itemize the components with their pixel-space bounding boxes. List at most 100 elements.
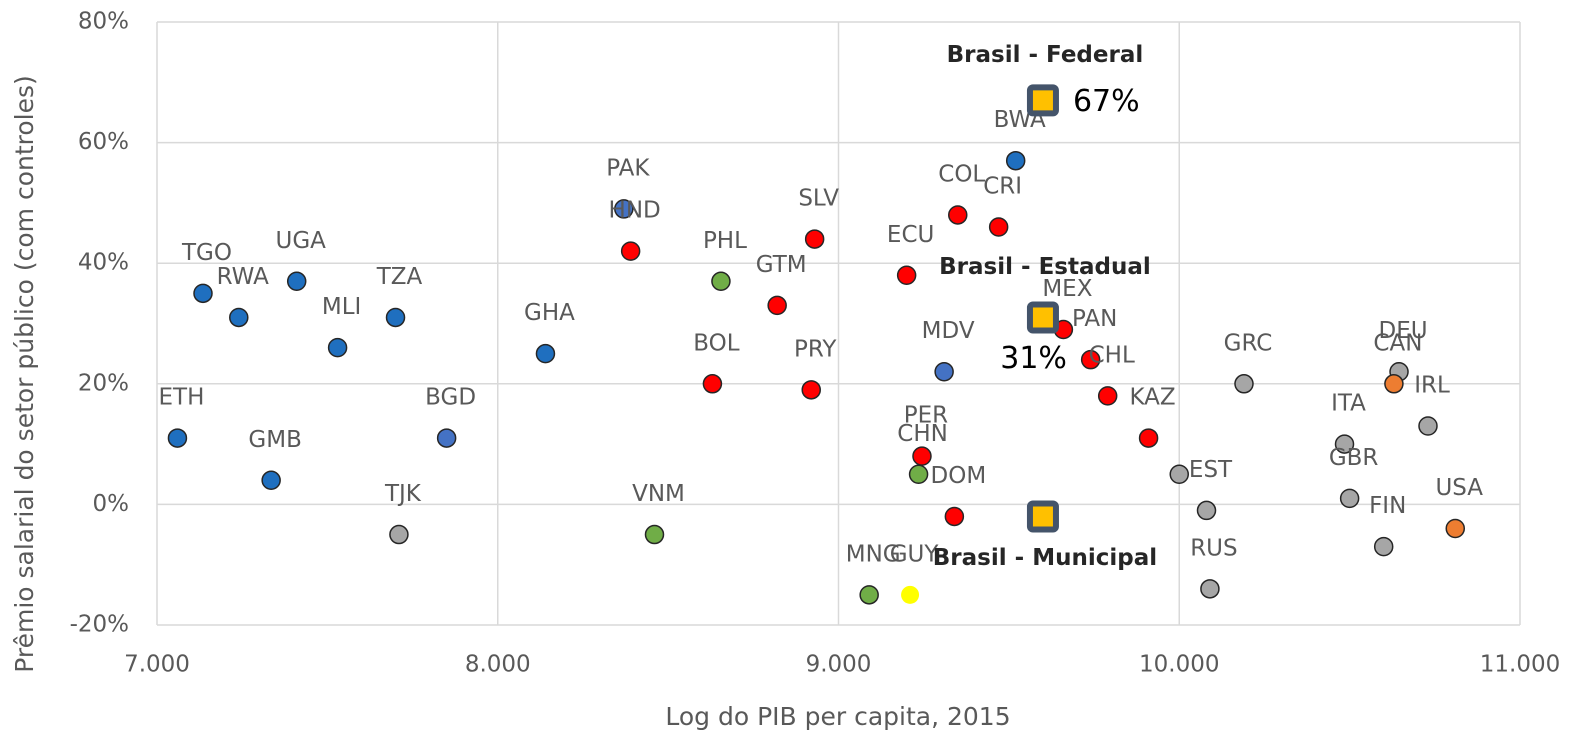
point-label: ITA [1331, 391, 1366, 417]
point-label: Brasil - Estadual [939, 254, 1151, 280]
point [389, 524, 409, 545]
point [1169, 464, 1189, 484]
point-label: UGA [276, 228, 327, 254]
point [804, 229, 825, 249]
point-label: CHN [897, 421, 948, 447]
point-label: PRY [794, 336, 837, 362]
point [767, 295, 787, 316]
point-label: EST [1189, 457, 1233, 483]
point [1005, 150, 1026, 171]
point [261, 470, 281, 491]
value-label: 67% [1073, 84, 1140, 119]
point-label: GHA [524, 300, 575, 326]
point [948, 205, 968, 225]
point-label: BGD [425, 385, 476, 411]
point [286, 271, 307, 292]
point [167, 428, 188, 448]
y-tick-label: 0% [93, 491, 130, 517]
point [1097, 386, 1118, 406]
point-label: HND [609, 198, 661, 224]
point-label: PER [904, 403, 948, 429]
point [327, 337, 348, 358]
point-label: PAN [1072, 306, 1117, 332]
point [912, 446, 932, 466]
point-label: GRC [1224, 330, 1273, 356]
point-label: GTM [756, 252, 807, 278]
point-label: ETH [158, 385, 204, 411]
point-label: SLV [798, 186, 839, 212]
y-tick-label: 60% [78, 129, 129, 155]
x-tick-label: 10.000 [1139, 652, 1219, 678]
point [711, 271, 731, 292]
point [1196, 500, 1217, 521]
point [1234, 374, 1254, 394]
point-label: MNG [846, 541, 901, 567]
point [644, 524, 665, 545]
x-axis-title: Log do PIB per capita, 2015 [665, 702, 1010, 731]
point-label: GBR [1329, 445, 1379, 471]
point [614, 199, 634, 219]
point [1200, 579, 1220, 599]
point-label: TGO [181, 240, 232, 266]
point-label: DOM [931, 463, 987, 489]
y-axis-title: Prêmio salarial do setor público (com co… [10, 75, 39, 673]
x-tick-label: 7.000 [124, 652, 190, 678]
point [229, 307, 249, 328]
point [1334, 434, 1355, 454]
square-marker [1026, 84, 1059, 117]
square-marker [1026, 500, 1059, 533]
point [908, 464, 929, 484]
x-tick-label: 9.000 [806, 652, 872, 678]
point-label: DEU [1378, 318, 1427, 344]
y-tick-label: -20% [70, 612, 129, 638]
point-label: IRL [1414, 373, 1450, 399]
point [801, 380, 821, 400]
point-label: KAZ [1129, 385, 1175, 411]
point [896, 265, 917, 286]
point-label: TJK [384, 481, 422, 507]
point [1384, 374, 1404, 394]
point [934, 361, 954, 382]
point-label: USA [1435, 475, 1483, 501]
point-label: PHL [703, 228, 747, 254]
point [535, 343, 556, 364]
point [436, 428, 457, 448]
point-label: ECU [887, 222, 934, 248]
point-label: BOL [693, 330, 739, 356]
point [1080, 349, 1101, 370]
y-tick-label: 80% [78, 9, 129, 35]
value-label: 31% [1000, 341, 1067, 376]
point-label: CHL [1089, 342, 1135, 368]
x-tick-label: 11.000 [1480, 652, 1560, 678]
point-label: Brasil - Federal [947, 42, 1144, 68]
point-label: FIN [1369, 493, 1406, 519]
point-label: MLI [322, 294, 361, 320]
point [1138, 428, 1159, 448]
point-label: GMB [248, 427, 301, 453]
y-tick-label: 20% [78, 370, 129, 396]
point [859, 585, 879, 605]
point-label: CAN [1373, 330, 1422, 356]
point-label: COL [938, 161, 985, 187]
point-label: PAK [606, 155, 650, 181]
point-label: TZA [376, 264, 423, 290]
point [385, 307, 406, 328]
point-label: CRI [983, 174, 1022, 200]
point [1445, 518, 1466, 539]
point-label: RWA [217, 264, 270, 290]
point [193, 283, 213, 304]
point [620, 241, 641, 261]
square-marker [1026, 301, 1059, 334]
point [1339, 488, 1360, 509]
point [1418, 416, 1438, 436]
point-label: Brasil - Municipal [933, 545, 1157, 571]
point-label: RUS [1190, 535, 1237, 561]
point [1373, 536, 1394, 557]
point [702, 374, 723, 394]
point-label: MEX [1042, 276, 1092, 302]
point [944, 506, 965, 527]
y-tick-label: 40% [78, 250, 129, 276]
point-label: GUY [890, 541, 940, 567]
